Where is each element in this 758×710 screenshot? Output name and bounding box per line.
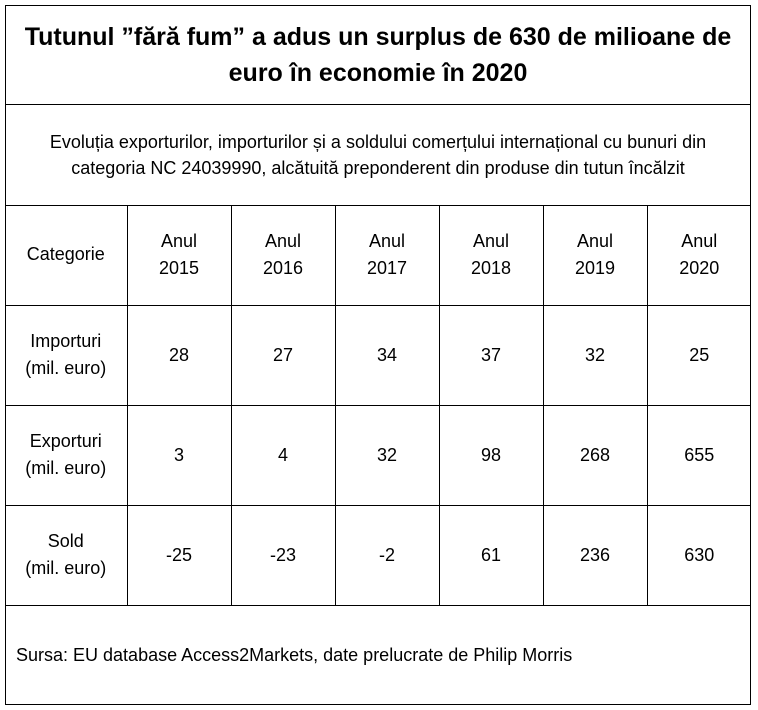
table-cell: 27 — [230, 304, 336, 406]
table-cell: -25 — [126, 504, 232, 606]
table-cell: 268 — [542, 404, 648, 506]
page-title: Tutunul ”fără fum” a adus un surplus de … — [5, 5, 751, 105]
year-header-2017: Anul 2017 — [334, 205, 440, 306]
subtitle-text: Evoluția exporturilor, importurilor și a… — [49, 132, 707, 178]
source-note: Sursa: EU database Access2Markets, date … — [5, 606, 751, 705]
table-cell: 4 — [230, 404, 336, 506]
year-header-2015: Anul 2015 — [126, 205, 232, 306]
title-text: Tutunul ”fără fum” a adus un surplus de … — [24, 22, 732, 87]
table-row-sold: Sold (mil. euro) -25 -23 -2 61 236 630 — [5, 504, 751, 606]
table-cell: 32 — [542, 304, 648, 406]
row-label-sold: Sold (mil. euro) — [5, 504, 128, 606]
table-row-importuri: Importuri (mil. euro) 28 27 34 37 32 25 — [5, 304, 751, 406]
row-label-exporturi: Exporturi (mil. euro) — [5, 404, 128, 506]
table-cell: -23 — [230, 504, 336, 606]
table-cell: 25 — [646, 304, 751, 406]
subtitle: Evoluția exporturilor, importurilor și a… — [5, 105, 751, 206]
year-header-2019: Anul 2019 — [542, 205, 648, 306]
table-cell: 37 — [438, 304, 544, 406]
corner-header: Categorie — [5, 205, 128, 306]
row-label-importuri: Importuri (mil. euro) — [5, 304, 128, 406]
table-cell: 236 — [542, 504, 648, 606]
header-row: Categorie Anul 2015 Anul 2016 Anul 2017 Anu… — [5, 205, 751, 306]
source-text: Sursa: EU database Access2Markets, date … — [16, 645, 573, 665]
table-cell: 630 — [646, 504, 751, 606]
table-row-exporturi: Exporturi (mil. euro) 3 4 32 98 268 655 — [5, 404, 751, 506]
table-cell: 34 — [334, 304, 440, 406]
table-cell: 98 — [438, 404, 544, 506]
year-header-2020: Anul 2020 — [646, 205, 751, 306]
trade-table: Categorie Anul 2015 Anul 2016 Anul 2017 Anu… — [5, 205, 751, 606]
table-cell: 32 — [334, 404, 440, 506]
table-cell: -2 — [334, 504, 440, 606]
year-header-2018: Anul 2018 — [438, 205, 544, 306]
table-cell: 61 — [438, 504, 544, 606]
year-header-2016: Anul 2016 — [230, 205, 336, 306]
table-cell: 28 — [126, 304, 232, 406]
table-cell: 3 — [126, 404, 232, 506]
table-cell: 655 — [646, 404, 751, 506]
